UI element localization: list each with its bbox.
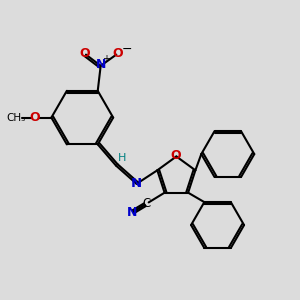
Text: O: O	[30, 111, 40, 124]
Text: O: O	[112, 47, 123, 60]
Text: C: C	[142, 197, 151, 210]
Text: O: O	[170, 149, 181, 162]
Text: H: H	[118, 153, 127, 163]
Text: −: −	[122, 44, 132, 56]
Text: CH₃: CH₃	[6, 112, 26, 123]
Text: O: O	[79, 47, 90, 60]
Text: N: N	[95, 58, 106, 71]
Text: N: N	[126, 206, 137, 219]
Text: +: +	[102, 54, 110, 64]
Text: N: N	[131, 177, 142, 190]
